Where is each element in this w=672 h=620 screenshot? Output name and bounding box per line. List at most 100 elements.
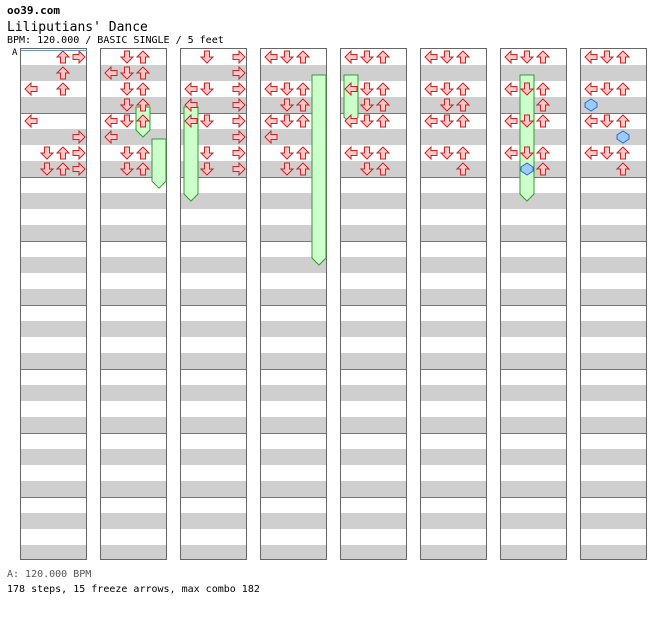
arrow-up-icon <box>616 50 630 64</box>
arrow-left-icon <box>24 82 38 96</box>
arrow-down-icon <box>280 98 294 112</box>
arrow-up-icon <box>376 114 390 128</box>
arrow-left-icon <box>424 114 438 128</box>
arrow-up-icon <box>536 146 550 160</box>
arrow-up-icon <box>136 66 150 80</box>
arrow-down-icon <box>360 146 374 160</box>
arrow-up-icon <box>296 98 310 112</box>
arrow-up-icon <box>56 66 70 80</box>
arrow-down-icon <box>360 50 374 64</box>
shock-arrow-icon <box>520 162 534 176</box>
arrow-left-icon <box>424 146 438 160</box>
shock-arrow-icon <box>616 130 630 144</box>
arrow-left-icon <box>104 130 118 144</box>
shock-arrow-icon <box>584 98 598 112</box>
arrow-left-icon <box>104 66 118 80</box>
arrow-down-icon <box>440 82 454 96</box>
arrow-down-icon <box>520 82 534 96</box>
arrow-up-icon <box>296 146 310 160</box>
arrow-left-icon <box>584 114 598 128</box>
arrow-right-icon <box>72 130 86 144</box>
arrow-down-icon <box>120 82 134 96</box>
arrow-down-icon <box>120 146 134 160</box>
arrow-up-icon <box>536 50 550 64</box>
arrow-up-icon <box>456 114 470 128</box>
arrow-down-icon <box>200 114 214 128</box>
arrow-up-icon <box>376 98 390 112</box>
arrow-down-icon <box>360 162 374 176</box>
arrow-down-icon <box>360 98 374 112</box>
arrow-left-icon <box>264 82 278 96</box>
arrow-left-icon <box>24 114 38 128</box>
arrow-up-icon <box>136 146 150 160</box>
chart-column-2 <box>100 48 167 560</box>
arrow-left-icon <box>344 50 358 64</box>
arrow-up-icon <box>376 82 390 96</box>
arrow-up-icon <box>296 82 310 96</box>
arrow-up-icon <box>296 114 310 128</box>
chart-column-4 <box>260 48 327 560</box>
chart-column-6 <box>420 48 487 560</box>
arrow-left-icon <box>344 146 358 160</box>
chart-column-8 <box>580 48 647 560</box>
arrow-left-icon <box>504 114 518 128</box>
arrow-up-icon <box>136 162 150 176</box>
arrow-left-icon <box>184 98 198 112</box>
site-name[interactable]: oo39.com <box>7 4 60 17</box>
arrow-left-icon <box>504 146 518 160</box>
arrow-up-icon <box>616 114 630 128</box>
arrow-down-icon <box>200 162 214 176</box>
arrow-up-icon <box>56 162 70 176</box>
arrow-down-icon <box>280 146 294 160</box>
arrow-right-icon <box>232 130 246 144</box>
arrow-down-icon <box>280 82 294 96</box>
speed-line <box>21 50 87 51</box>
chart-column-1 <box>20 48 87 560</box>
arrow-up-icon <box>136 50 150 64</box>
arrow-down-icon <box>600 114 614 128</box>
chart-column-7 <box>500 48 567 560</box>
arrow-up-icon <box>616 82 630 96</box>
arrow-down-icon <box>120 66 134 80</box>
arrow-down-icon <box>120 114 134 128</box>
arrow-right-icon <box>232 50 246 64</box>
arrow-up-icon <box>456 162 470 176</box>
arrow-right-icon <box>232 98 246 112</box>
arrow-left-icon <box>584 82 598 96</box>
arrow-down-icon <box>360 82 374 96</box>
arrow-left-icon <box>584 50 598 64</box>
arrow-down-icon <box>280 114 294 128</box>
arrow-down-icon <box>120 162 134 176</box>
arrow-left-icon <box>184 82 198 96</box>
arrow-down-icon <box>200 82 214 96</box>
arrow-down-icon <box>280 50 294 64</box>
arrow-left-icon <box>264 114 278 128</box>
arrow-up-icon <box>616 146 630 160</box>
chart-column-3 <box>180 48 247 560</box>
arrow-down-icon <box>360 114 374 128</box>
chart-info: BPM: 120.000 / BASIC SINGLE / 5 feet <box>7 35 224 46</box>
arrow-down-icon <box>520 146 534 160</box>
arrow-down-icon <box>600 146 614 160</box>
arrow-down-icon <box>600 82 614 96</box>
arrow-up-icon <box>136 82 150 96</box>
arrow-up-icon <box>56 82 70 96</box>
arrow-up-icon <box>376 162 390 176</box>
arrow-down-icon <box>440 98 454 112</box>
arrow-up-icon <box>456 98 470 112</box>
arrow-left-icon <box>584 146 598 160</box>
arrow-left-icon <box>424 82 438 96</box>
arrow-down-icon <box>120 50 134 64</box>
arrow-left-icon <box>504 82 518 96</box>
arrow-right-icon <box>72 146 86 160</box>
arrow-left-icon <box>504 50 518 64</box>
arrow-left-icon <box>184 114 198 128</box>
arrow-down-icon <box>40 146 54 160</box>
arrow-down-icon <box>520 50 534 64</box>
arrow-down-icon <box>280 162 294 176</box>
arrow-up-icon <box>376 146 390 160</box>
arrow-right-icon <box>232 82 246 96</box>
freeze-arrow-right <box>151 138 167 189</box>
arrow-up-icon <box>536 162 550 176</box>
arrow-down-icon <box>40 162 54 176</box>
